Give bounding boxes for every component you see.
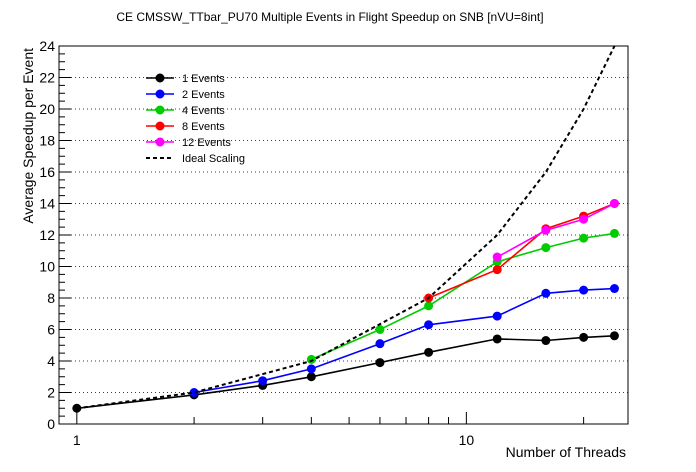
data-point	[609, 284, 619, 294]
legend-entry-2: 4 Events	[146, 105, 225, 117]
legend-entry-0: 1 Events	[146, 73, 225, 85]
series-line	[496, 202, 615, 258]
legend-marker	[155, 73, 165, 83]
series-3	[424, 199, 619, 303]
legend-entry-4: 12 Events	[146, 137, 231, 149]
data-point	[492, 265, 502, 275]
data-point	[375, 339, 385, 349]
series-layer	[72, 45, 619, 413]
data-point	[375, 325, 385, 334]
y-tick-label: 16	[39, 164, 55, 180]
y-tick-label: 20	[39, 101, 55, 117]
data-point	[541, 336, 551, 346]
y-tick-label: 0	[47, 416, 55, 432]
legend-label: 1 Events	[182, 73, 225, 85]
legend-entry-5: Ideal Scaling	[146, 153, 245, 165]
series-2	[306, 228, 619, 364]
y-tick-label: 10	[39, 259, 55, 275]
data-point	[306, 354, 316, 364]
data-point	[579, 233, 589, 243]
legend: 1 Events 2 Events 4 Events 8 Events 12 Event…	[146, 73, 245, 165]
data-point	[424, 347, 434, 357]
series-4	[492, 199, 619, 262]
data-point	[375, 358, 385, 368]
data-point	[258, 376, 268, 386]
data-point	[492, 311, 502, 321]
y-tick-label: 4	[47, 353, 55, 369]
data-point	[579, 332, 589, 342]
y-tick-label: 22	[39, 70, 55, 86]
legend-label: Ideal Scaling	[182, 153, 245, 165]
data-point	[424, 320, 434, 330]
y-tick-label: 2	[47, 385, 55, 401]
y-tick-label: 18	[39, 133, 55, 149]
series-0	[72, 331, 619, 413]
x-axis-label: Number of Threads	[506, 444, 626, 460]
legend-marker	[155, 105, 165, 115]
data-point	[579, 214, 589, 224]
y-tick-label: 12	[39, 227, 55, 243]
legend-label: 12 Events	[182, 137, 231, 149]
data-point	[306, 364, 316, 374]
data-point	[609, 199, 619, 208]
y-tick-label: 24	[39, 38, 55, 54]
data-point	[541, 288, 551, 298]
grid-layer	[59, 77, 628, 393]
data-point	[579, 285, 589, 295]
legend-label: 4 Events	[182, 105, 225, 117]
legend-label: 8 Events	[182, 121, 225, 133]
data-point	[541, 225, 551, 235]
y-tick-label: 6	[47, 322, 55, 338]
series-line	[76, 335, 615, 410]
x-tick-label: 1	[73, 432, 81, 448]
legend-label: 2 Events	[182, 89, 225, 101]
data-point	[424, 301, 434, 311]
y-axis-label: Average Speedup per Event	[20, 48, 36, 224]
legend-entry-3: 8 Events	[146, 121, 225, 133]
legend-marker	[155, 121, 165, 131]
x-tick-label: 10	[459, 432, 475, 448]
legend-marker	[155, 89, 165, 99]
x-axis: 1 10	[73, 412, 585, 448]
data-point	[189, 388, 199, 397]
series-line	[76, 45, 616, 410]
chart-title: CE CMSSW_TTbar_PU70 Multiple Events in F…	[116, 10, 543, 24]
series-line	[310, 232, 615, 361]
data-point	[492, 334, 502, 344]
data-point	[306, 372, 316, 382]
series-5	[76, 45, 616, 410]
data-point	[492, 252, 502, 262]
data-point	[609, 331, 619, 341]
data-point	[609, 228, 619, 238]
y-tick-label: 8	[47, 290, 55, 306]
legend-marker	[155, 137, 165, 147]
y-tick-label: 14	[39, 196, 55, 212]
legend-entry-1: 2 Events	[146, 89, 225, 101]
series-1	[189, 284, 619, 397]
data-point	[541, 243, 551, 253]
